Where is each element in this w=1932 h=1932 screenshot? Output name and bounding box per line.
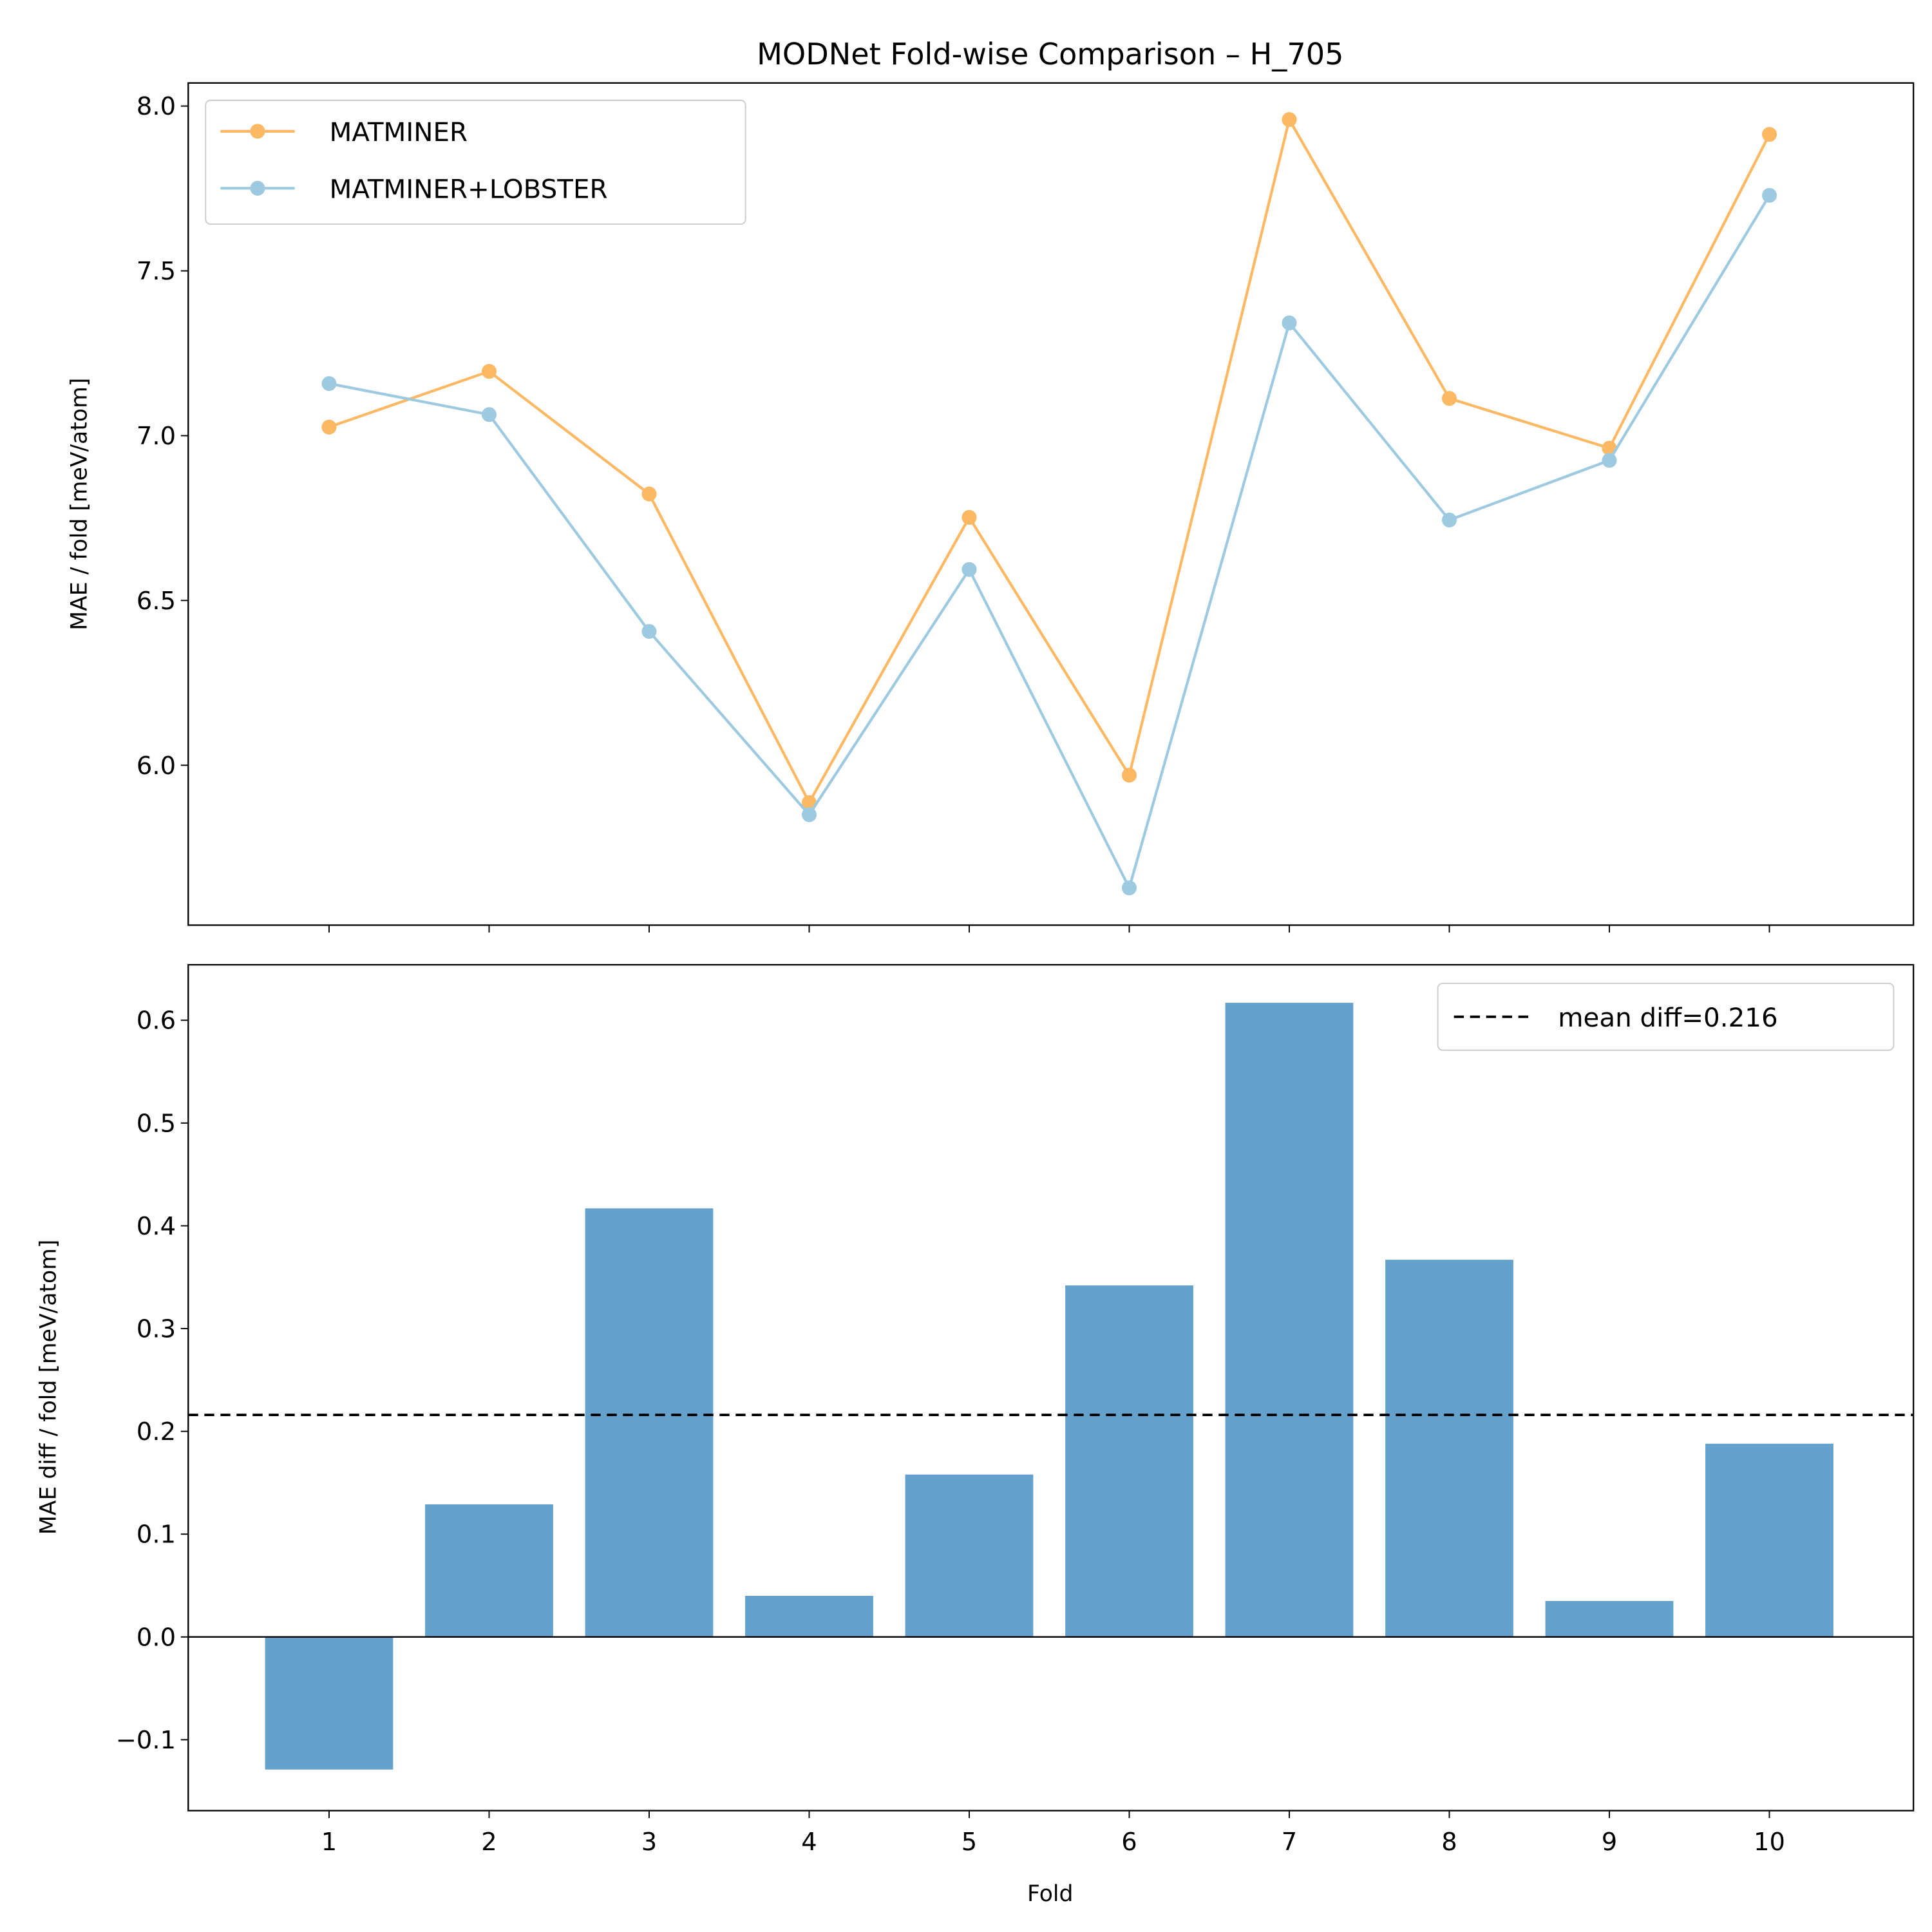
x-tick-label: 10 (1754, 1828, 1785, 1857)
y-tick-label: 0.4 (137, 1212, 176, 1241)
chart-title: MODNet Fold-wise Comparison – H_705 (757, 37, 1343, 71)
y-tick-label: 0.1 (137, 1520, 176, 1549)
x-tick-label: 6 (1121, 1828, 1137, 1857)
y-tick-label: 0.5 (137, 1109, 176, 1138)
y-tick-label: 7.0 (137, 422, 176, 451)
data-point (641, 623, 657, 639)
y-tick-label: 0.6 (137, 1007, 176, 1036)
data-point (1282, 112, 1297, 128)
x-tick-label: 5 (961, 1828, 977, 1857)
x-tick-label: 1 (321, 1828, 337, 1857)
data-point (481, 364, 497, 379)
data-point (1121, 880, 1137, 896)
x-tick-label: 9 (1602, 1828, 1617, 1857)
legend-marker (250, 180, 265, 196)
x-tick-label: 2 (481, 1828, 497, 1857)
bar-fold-5 (905, 1474, 1034, 1637)
bar-fold-4 (745, 1595, 873, 1637)
x-tick-label: 3 (641, 1828, 657, 1857)
legend-box (1437, 982, 1895, 1051)
legend-label: mean diff=0.216 (1558, 1003, 1777, 1033)
bar-fold-6 (1065, 1285, 1193, 1637)
legend-label: MATMINER+LOBSTER (330, 175, 608, 205)
bar-fold-7 (1225, 1003, 1354, 1637)
data-point (801, 795, 817, 810)
top-plot-frame (187, 82, 1915, 926)
bar-fold-8 (1385, 1260, 1513, 1637)
data-point (1441, 512, 1457, 528)
bottom-bar-chart: −0.1 0.0 0.1 0.2 0.3 0.4 0.5 0.6 1 2 3 4 5 6 7 8 9 10 mean… (116, 963, 1915, 1857)
y-tick-label: 0.0 (137, 1623, 176, 1652)
y-tick-label: 8.0 (137, 92, 176, 121)
data-point (801, 807, 817, 822)
series-line-0 (328, 116, 1771, 806)
data-point (961, 509, 977, 525)
legend: mean diff=0.216 (1437, 982, 1895, 1051)
x-tick-label: 8 (1441, 1828, 1457, 1857)
y-tick-label: 0.2 (137, 1417, 176, 1446)
bar-fold-2 (425, 1504, 553, 1637)
bar-fold-9 (1545, 1600, 1674, 1637)
x-tick-label: 4 (801, 1828, 817, 1857)
y-tick-label: −0.1 (116, 1726, 176, 1755)
data-point (1761, 127, 1777, 142)
y-tick-label: 7.5 (137, 257, 176, 286)
top-line-chart: 6.0 6.5 7.0 7.5 8.0 MATMINER MATMINER+LOBSTER (137, 82, 1915, 933)
legend: MATMINER MATMINER+LOBSTER (205, 99, 746, 225)
data-point (321, 419, 337, 435)
data-point (641, 486, 657, 502)
top-y-axis-label: MAE / fold [meV/atom] (67, 378, 93, 630)
data-point (1441, 391, 1457, 406)
bar-fold-3 (585, 1208, 714, 1637)
legend-label: MATMINER (330, 117, 468, 147)
data-point (481, 407, 497, 422)
y-tick-label: 6.0 (137, 752, 176, 781)
bar-fold-10 (1705, 1443, 1833, 1637)
data-point (961, 562, 977, 577)
data-point (321, 376, 337, 392)
legend-marker (250, 124, 265, 139)
bottom-y-axis-label: MAE diff / fold [meV/atom] (36, 1240, 62, 1535)
bottom-x-axis-label: Fold (1027, 1881, 1073, 1907)
data-point (1121, 768, 1137, 783)
x-tick-label: 7 (1282, 1828, 1297, 1857)
bar-fold-1 (265, 1636, 393, 1770)
y-tick-label: 0.3 (137, 1315, 176, 1344)
data-point (1761, 187, 1777, 203)
data-point (1282, 315, 1297, 330)
data-point (1602, 453, 1617, 468)
legend-box (205, 99, 746, 225)
y-tick-label: 6.5 (137, 587, 176, 616)
bottom-plot-frame (187, 963, 1915, 1812)
series-line-1 (328, 194, 1771, 892)
